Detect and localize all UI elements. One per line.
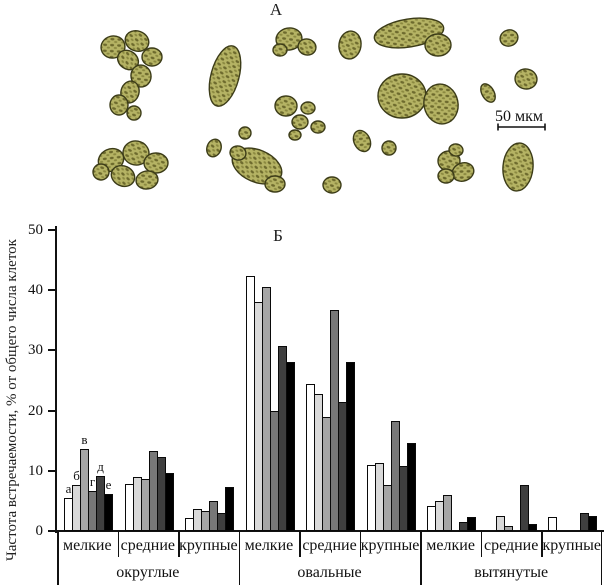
bar-е-вытянутые-крупные <box>588 515 598 531</box>
cell-cluster <box>272 27 317 57</box>
x-subgroup-label: крупные <box>179 537 238 554</box>
x-subgroup-label: мелкие <box>244 537 294 554</box>
y-tick-label: 40 <box>28 282 43 299</box>
cell-blob <box>514 68 538 90</box>
cell-blob <box>381 140 397 156</box>
subgroup-separator <box>178 531 180 557</box>
cell-cluster <box>100 30 163 121</box>
cell-blob <box>238 126 252 140</box>
bar-е-овальные-крупные <box>406 443 416 531</box>
y-tick-label: 50 <box>28 222 43 238</box>
bar-б-вытянутые-средние <box>495 515 505 531</box>
series-letter-г: г <box>89 474 96 490</box>
cell-blob <box>338 30 362 60</box>
y-tick <box>48 530 56 532</box>
group-separator <box>600 531 602 585</box>
subgroup-separator <box>117 531 120 557</box>
series-letter-а: а <box>65 480 72 496</box>
series-letter-е: е <box>105 477 112 493</box>
bar-е-овальные-средние <box>346 362 356 531</box>
subgroup-separator <box>299 531 301 557</box>
cell-blob <box>208 45 242 107</box>
subgroup-separator <box>541 531 543 557</box>
scale-bar-label: 50 мкм <box>495 108 543 125</box>
bar-е-округлые-средние <box>164 472 174 531</box>
bar-в-вытянутые-мелкие <box>443 495 453 531</box>
y-tick <box>48 229 56 231</box>
cell-cluster <box>274 95 326 141</box>
cell-cluster <box>373 17 452 57</box>
y-tick-label: 30 <box>28 342 43 359</box>
y-tick <box>48 409 56 412</box>
x-subgroup-label: мелкие <box>426 537 475 554</box>
group-separator <box>57 531 59 585</box>
y-tick-label: 0 <box>35 523 44 539</box>
micrograph-image: 50 мкм <box>92 17 546 194</box>
bar-а-вытянутые-крупные <box>548 517 558 531</box>
cell-blob <box>322 176 342 194</box>
panel-b-label: Б <box>273 226 283 245</box>
micrograph-panel: А <box>0 0 614 225</box>
series-letter-б: б <box>73 468 80 484</box>
y-axis-line <box>55 226 57 533</box>
bar-е-овальные-мелкие <box>285 362 295 531</box>
x-group-label: овальные <box>297 564 362 581</box>
plot-area: Б Частота встречаемости, % от общего чис… <box>4 222 604 585</box>
x-subgroup-label: крупные <box>360 537 420 554</box>
cell-cluster <box>377 73 459 125</box>
y-tick <box>48 469 56 472</box>
panel-a-label: А <box>269 0 283 19</box>
bar-е-округлые-крупные <box>225 487 235 531</box>
bar-в-овальные-мелкие <box>261 286 271 531</box>
cell-blob <box>499 29 519 47</box>
x-group-label: округлые <box>116 564 180 581</box>
x-axis-line <box>55 530 604 532</box>
series-letter-д: д <box>97 458 104 474</box>
cell-cluster <box>92 140 169 190</box>
bar-е-вытянутые-средние <box>527 523 537 531</box>
subgroup-separator <box>480 531 483 557</box>
x-subgroup-label: средние <box>120 537 175 554</box>
chart-panel: Б Частота встречаемости, % от общего чис… <box>0 222 614 585</box>
cell-blob <box>352 129 372 153</box>
x-group-label: вытянутые <box>474 564 549 581</box>
cell-blob <box>206 138 222 158</box>
bar-в-округлые-мелкие <box>80 448 89 531</box>
cell-cluster <box>229 145 286 193</box>
cell-blob <box>480 83 496 103</box>
group-separator <box>238 531 241 585</box>
x-subgroup-label: крупные <box>542 537 601 554</box>
y-tick-label: 20 <box>28 402 43 419</box>
y-tick <box>48 349 56 352</box>
group-separator <box>420 531 422 585</box>
bar-д-вытянутые-средние <box>519 485 529 531</box>
x-subgroup-label: средние <box>302 537 357 554</box>
bar-в-вытянутые-средние <box>503 526 513 531</box>
bar-е-вытянутые-мелкие <box>467 517 477 531</box>
y-tick-label: 10 <box>28 462 43 479</box>
y-tick <box>48 289 56 292</box>
x-subgroup-label: мелкие <box>62 537 112 554</box>
series-letter-в: в <box>81 431 88 447</box>
bar-е-округлые-мелкие <box>104 494 113 531</box>
cell-cluster <box>437 143 475 184</box>
cell-clusters <box>92 17 538 194</box>
cell-blob <box>502 142 534 192</box>
x-subgroup-label: средние <box>483 537 539 554</box>
scale-bar: 50 мкм <box>495 108 546 131</box>
subgroup-separator <box>359 531 362 557</box>
